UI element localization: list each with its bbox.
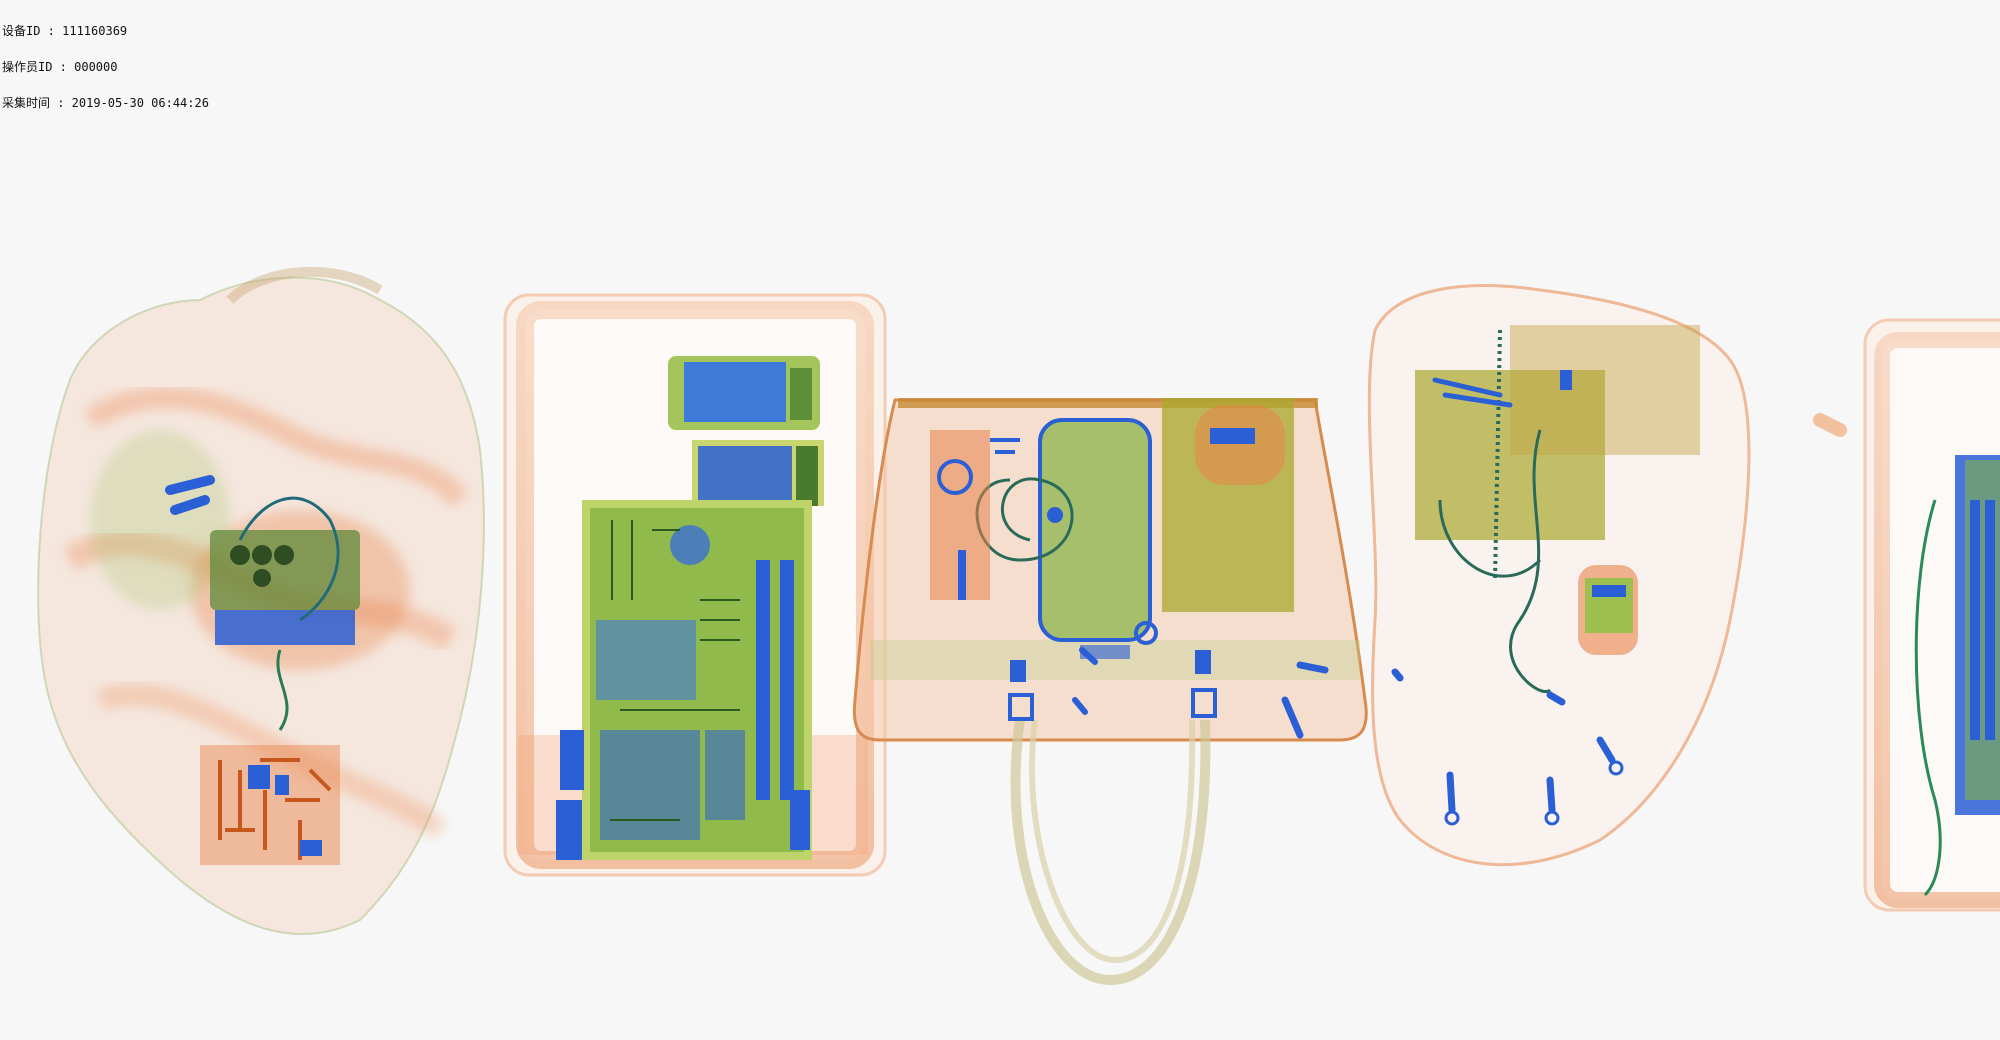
scan-item-tray-partial bbox=[1863, 318, 2000, 912]
scan-item-backpack-right bbox=[1367, 284, 1847, 867]
scan-item-handbag bbox=[852, 398, 1368, 986]
scan-metadata: 设备ID : 111160369 操作员ID : 000000 采集时间 : 2… bbox=[2, 1, 209, 121]
scan-item-backpack-left bbox=[37, 266, 485, 936]
device-id-text: 设备ID : 111160369 bbox=[2, 24, 128, 38]
capture-time-text: 采集时间 : 2019-05-30 06:44:26 bbox=[2, 96, 209, 110]
scan-item-tray-laptop bbox=[503, 293, 887, 877]
operator-id-text: 操作员ID : 000000 bbox=[2, 60, 118, 74]
